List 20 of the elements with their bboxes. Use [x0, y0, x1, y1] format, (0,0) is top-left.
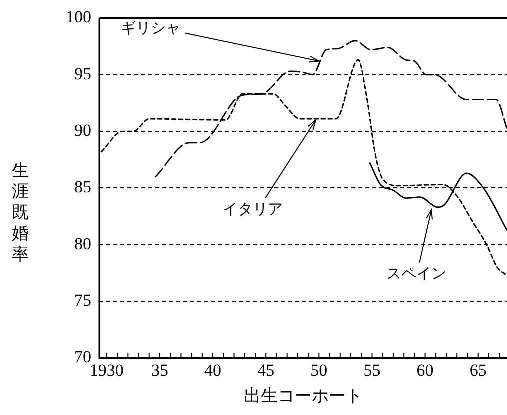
y-tick-label: 70	[74, 348, 92, 367]
y-tick-label: 90	[74, 121, 92, 140]
x-tick-label: 40	[204, 360, 222, 380]
x-tick-label: 50	[310, 360, 328, 380]
x-tick-label: 65	[470, 360, 487, 380]
y-tick-label: 80	[74, 234, 92, 254]
x-tick-label: 60	[416, 360, 434, 380]
x-axis-title: 出生コーホート	[244, 386, 363, 406]
annotation: ギリシャ	[121, 20, 182, 38]
x-tick-label: 35	[151, 360, 168, 380]
y-tick-label: 100	[66, 8, 92, 27]
annotation: イタリア	[222, 202, 283, 218]
x-tick-label: 45	[258, 360, 275, 380]
y-tick-label: 85	[74, 178, 92, 197]
y-tick-label: 95	[74, 64, 92, 84]
x-tick-label: 1930	[90, 360, 124, 380]
y-axis-title: 生涯既婚率	[12, 160, 30, 265]
x-tick-label: 55	[364, 360, 381, 380]
y-tick-label: 75	[74, 291, 92, 310]
annotation: スペイン	[386, 266, 447, 283]
